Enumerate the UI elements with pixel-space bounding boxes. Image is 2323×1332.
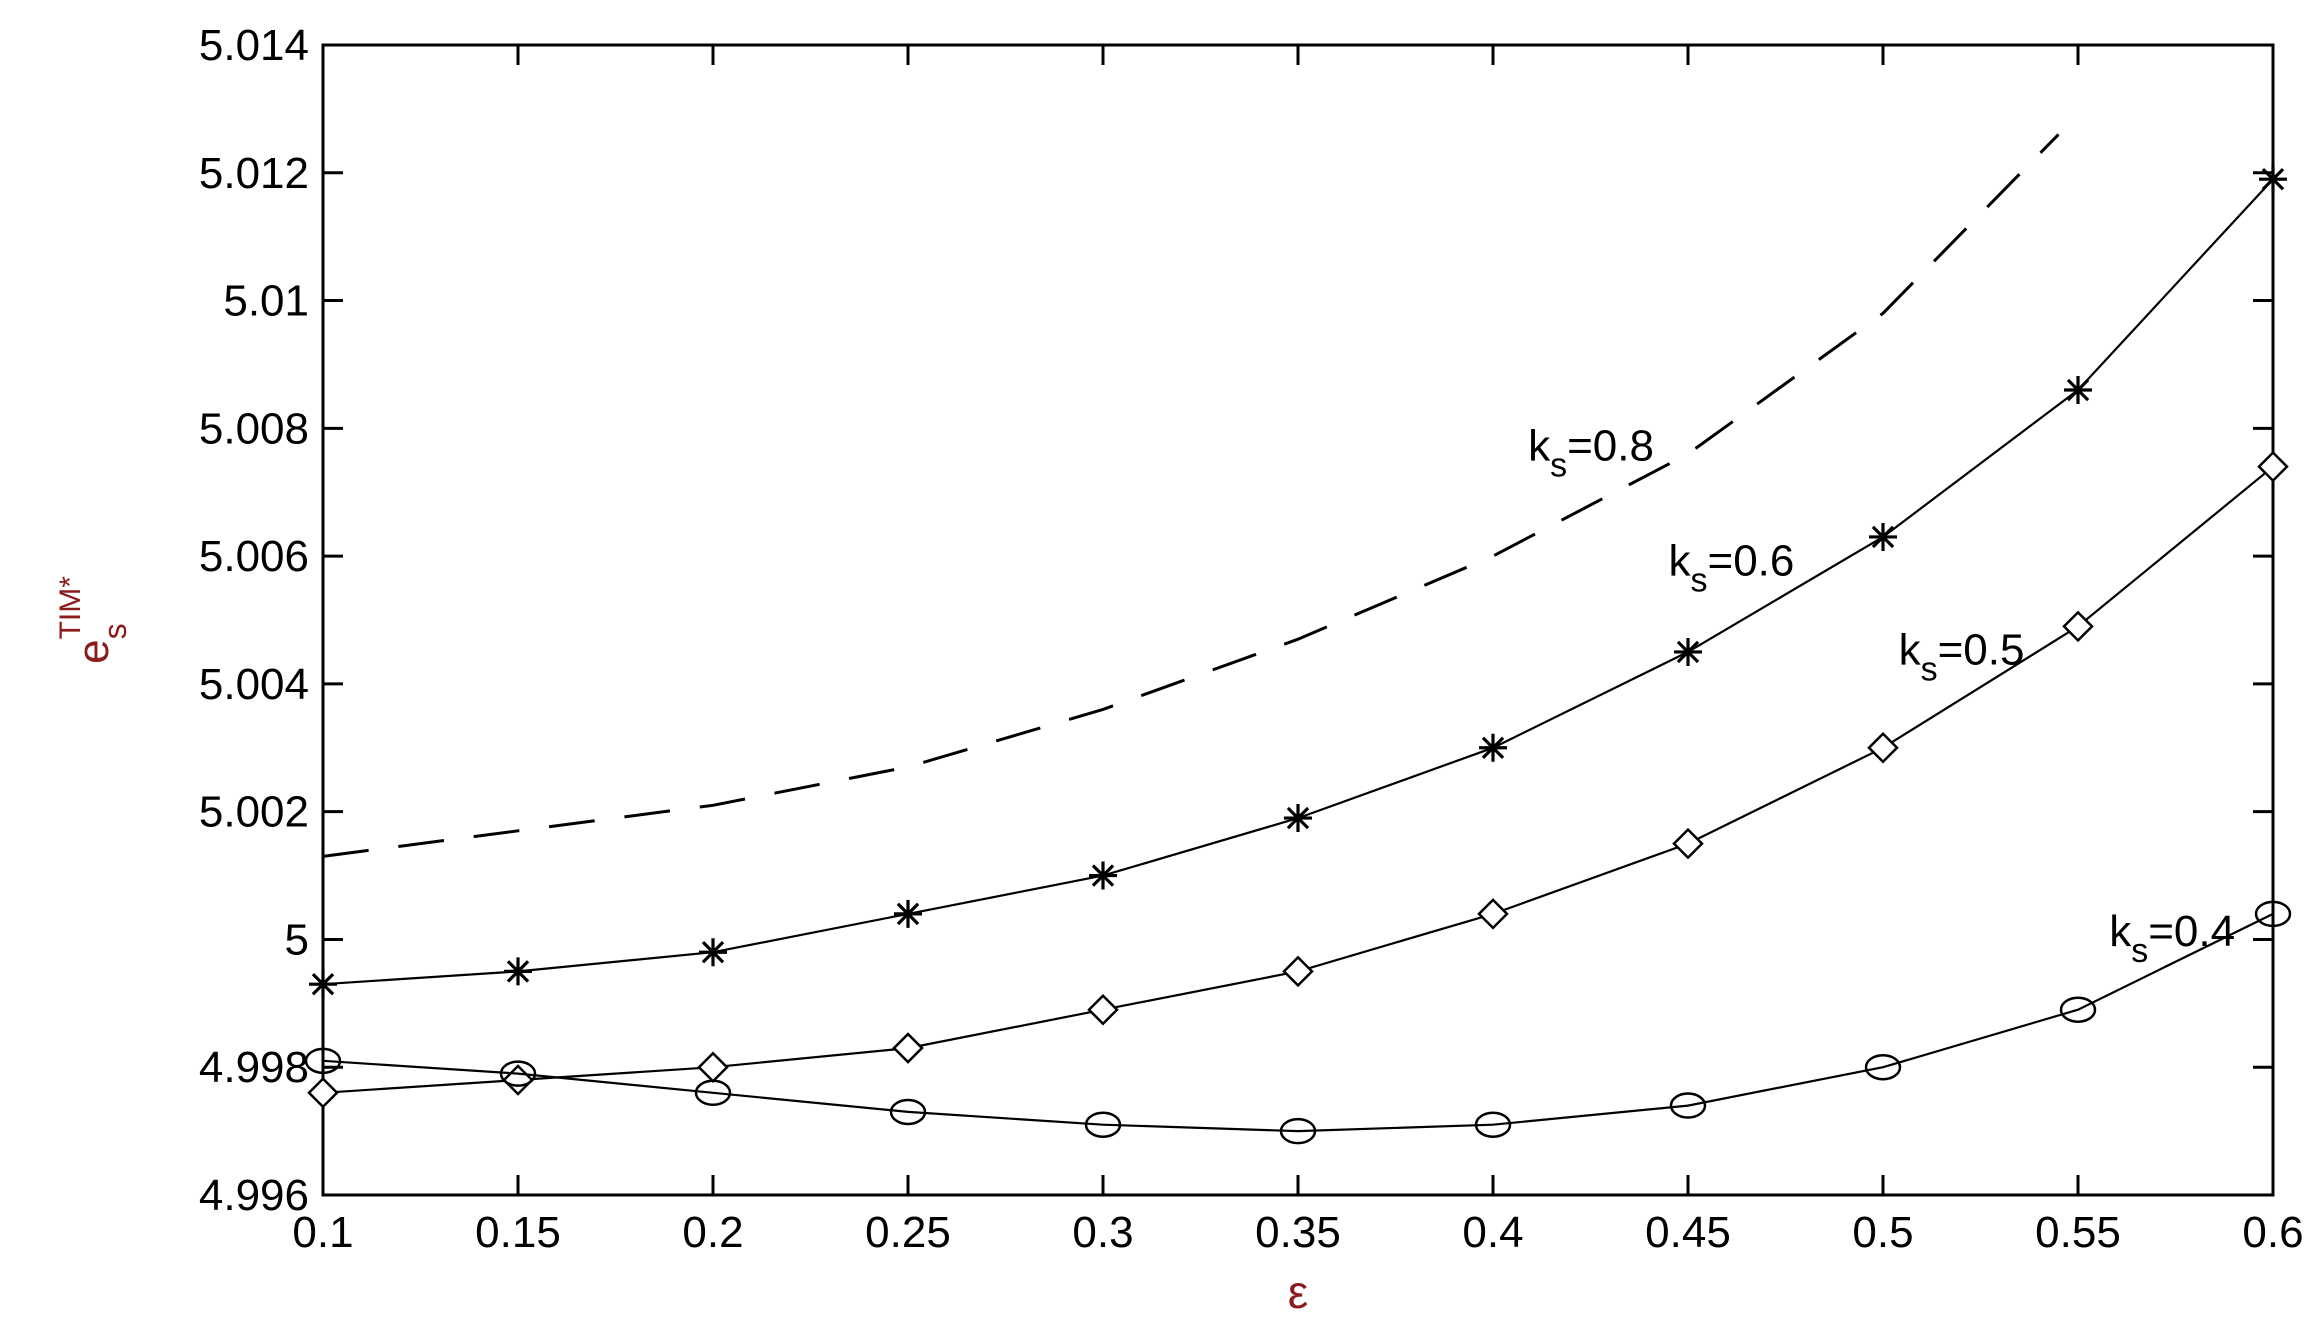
series-layer — [304, 133, 2292, 1145]
data-point-star — [1674, 637, 1702, 666]
series-line — [322, 912, 2274, 1133]
series-ks=0.5 — [307, 450, 2289, 1109]
data-point-circle — [1279, 1117, 1317, 1145]
series-label: ks=0.6 — [1669, 536, 1795, 599]
y-axis-ticks: 4.996 4.998 5 5.002 5.004 5.006 5.008 5.01 5.012… — [199, 21, 2273, 1220]
series-label-main: k — [1528, 421, 1551, 470]
series-label-sub: s — [2131, 932, 2148, 970]
data-point-star — [309, 970, 337, 999]
data-point-circle — [1084, 1111, 1122, 1138]
series-label-value: =0.6 — [1708, 536, 1795, 585]
data-point-circle — [2059, 996, 2097, 1023]
data-point-diamond — [1672, 827, 1704, 860]
y-axis-label: es TIM* — [54, 576, 133, 664]
y-tick-label: 5.002 — [199, 788, 309, 837]
series-label: ks=0.4 — [2109, 907, 2235, 970]
y-tick-label: 5 — [285, 915, 309, 964]
x-tick-label: 0.35 — [1255, 1208, 1341, 1257]
x-tick-label: 0.2 — [682, 1208, 743, 1257]
y-tick-label: 5.012 — [199, 149, 309, 198]
data-point-circle — [1669, 1092, 1707, 1119]
plot-area — [321, 43, 2275, 1197]
y-tick-label: 5.008 — [199, 404, 309, 453]
data-point-circle — [1474, 1111, 1512, 1138]
series-label-value: =0.4 — [2148, 907, 2235, 956]
series-label-sub: s — [1550, 446, 1567, 484]
x-tick-label: 0.45 — [1645, 1208, 1731, 1257]
data-point-star — [2259, 165, 2287, 194]
series-label: ks=0.8 — [1528, 421, 1654, 484]
x-tick-label: 0.3 — [1072, 1208, 1133, 1257]
series-label-value: =0.8 — [1567, 421, 1654, 470]
data-point-star — [1089, 861, 1117, 890]
x-axis-ticks: 0.1 0.15 0.2 0.25 0.3 0.35 0.4 0.45 0.5 0.55 0.6 — [292, 45, 2304, 1257]
data-point-star — [2064, 376, 2092, 404]
y-axis-label-sub: s — [97, 623, 133, 639]
series-label: ks=0.5 — [1899, 626, 2025, 689]
data-point-circle — [889, 1098, 927, 1126]
series-ks=0.6 — [309, 165, 2287, 999]
x-tick-label: 0.4 — [1462, 1208, 1523, 1257]
data-point-star — [1284, 804, 1312, 833]
series-label-main: k — [1899, 626, 1922, 675]
data-point-diamond — [307, 1077, 339, 1109]
x-tick-label: 0.25 — [865, 1208, 951, 1257]
data-point-diamond — [892, 1032, 924, 1064]
data-point-diamond — [1477, 898, 1509, 930]
data-point-diamond — [1087, 993, 1119, 1026]
data-point-circle — [304, 1047, 342, 1075]
y-tick-label: 5.014 — [199, 21, 309, 70]
y-tick-label: 4.996 — [199, 1171, 309, 1220]
data-point-circle — [694, 1079, 732, 1107]
series-ks=0.4 — [304, 900, 2292, 1145]
series-labels: ks=0.8ks=0.6ks=0.5ks=0.4 — [1528, 421, 2235, 970]
data-point-star — [894, 899, 922, 928]
y-tick-label: 5.004 — [199, 660, 309, 709]
data-point-star — [1479, 733, 1507, 762]
series-label-main: k — [2109, 907, 2132, 956]
data-point-star — [1869, 522, 1897, 551]
data-point-diamond — [1867, 732, 1899, 764]
y-tick-label: 5.006 — [199, 532, 309, 581]
x-tick-label: 0.6 — [2242, 1208, 2303, 1257]
series-ks=0.8 — [322, 133, 2060, 858]
x-tick-label: 0.1 — [292, 1208, 353, 1257]
x-axis-label: ε — [1288, 1266, 1309, 1318]
y-tick-label: 5.01 — [223, 277, 309, 326]
y-axis-label-main: e — [69, 639, 118, 663]
data-point-diamond — [2062, 610, 2094, 643]
x-tick-label: 0.15 — [475, 1208, 561, 1257]
series-label-value: =0.5 — [1938, 626, 2025, 675]
data-point-circle — [499, 1060, 537, 1087]
series-label-main: k — [1669, 536, 1692, 585]
series-label-sub: s — [1921, 651, 1938, 689]
data-point-circle — [1864, 1053, 1902, 1081]
data-point-star — [699, 938, 727, 967]
series-label-sub: s — [1691, 561, 1708, 599]
series-line — [322, 133, 2060, 858]
data-point-star — [504, 957, 532, 986]
y-tick-label: 4.998 — [199, 1043, 309, 1092]
x-tick-label: 0.55 — [2035, 1208, 2121, 1257]
data-point-diamond — [2257, 450, 2289, 483]
data-point-diamond — [1282, 955, 1314, 988]
data-point-circle — [2254, 900, 2292, 928]
x-tick-label: 0.5 — [1852, 1208, 1913, 1257]
y-axis-label-sup: TIM* — [54, 576, 87, 640]
